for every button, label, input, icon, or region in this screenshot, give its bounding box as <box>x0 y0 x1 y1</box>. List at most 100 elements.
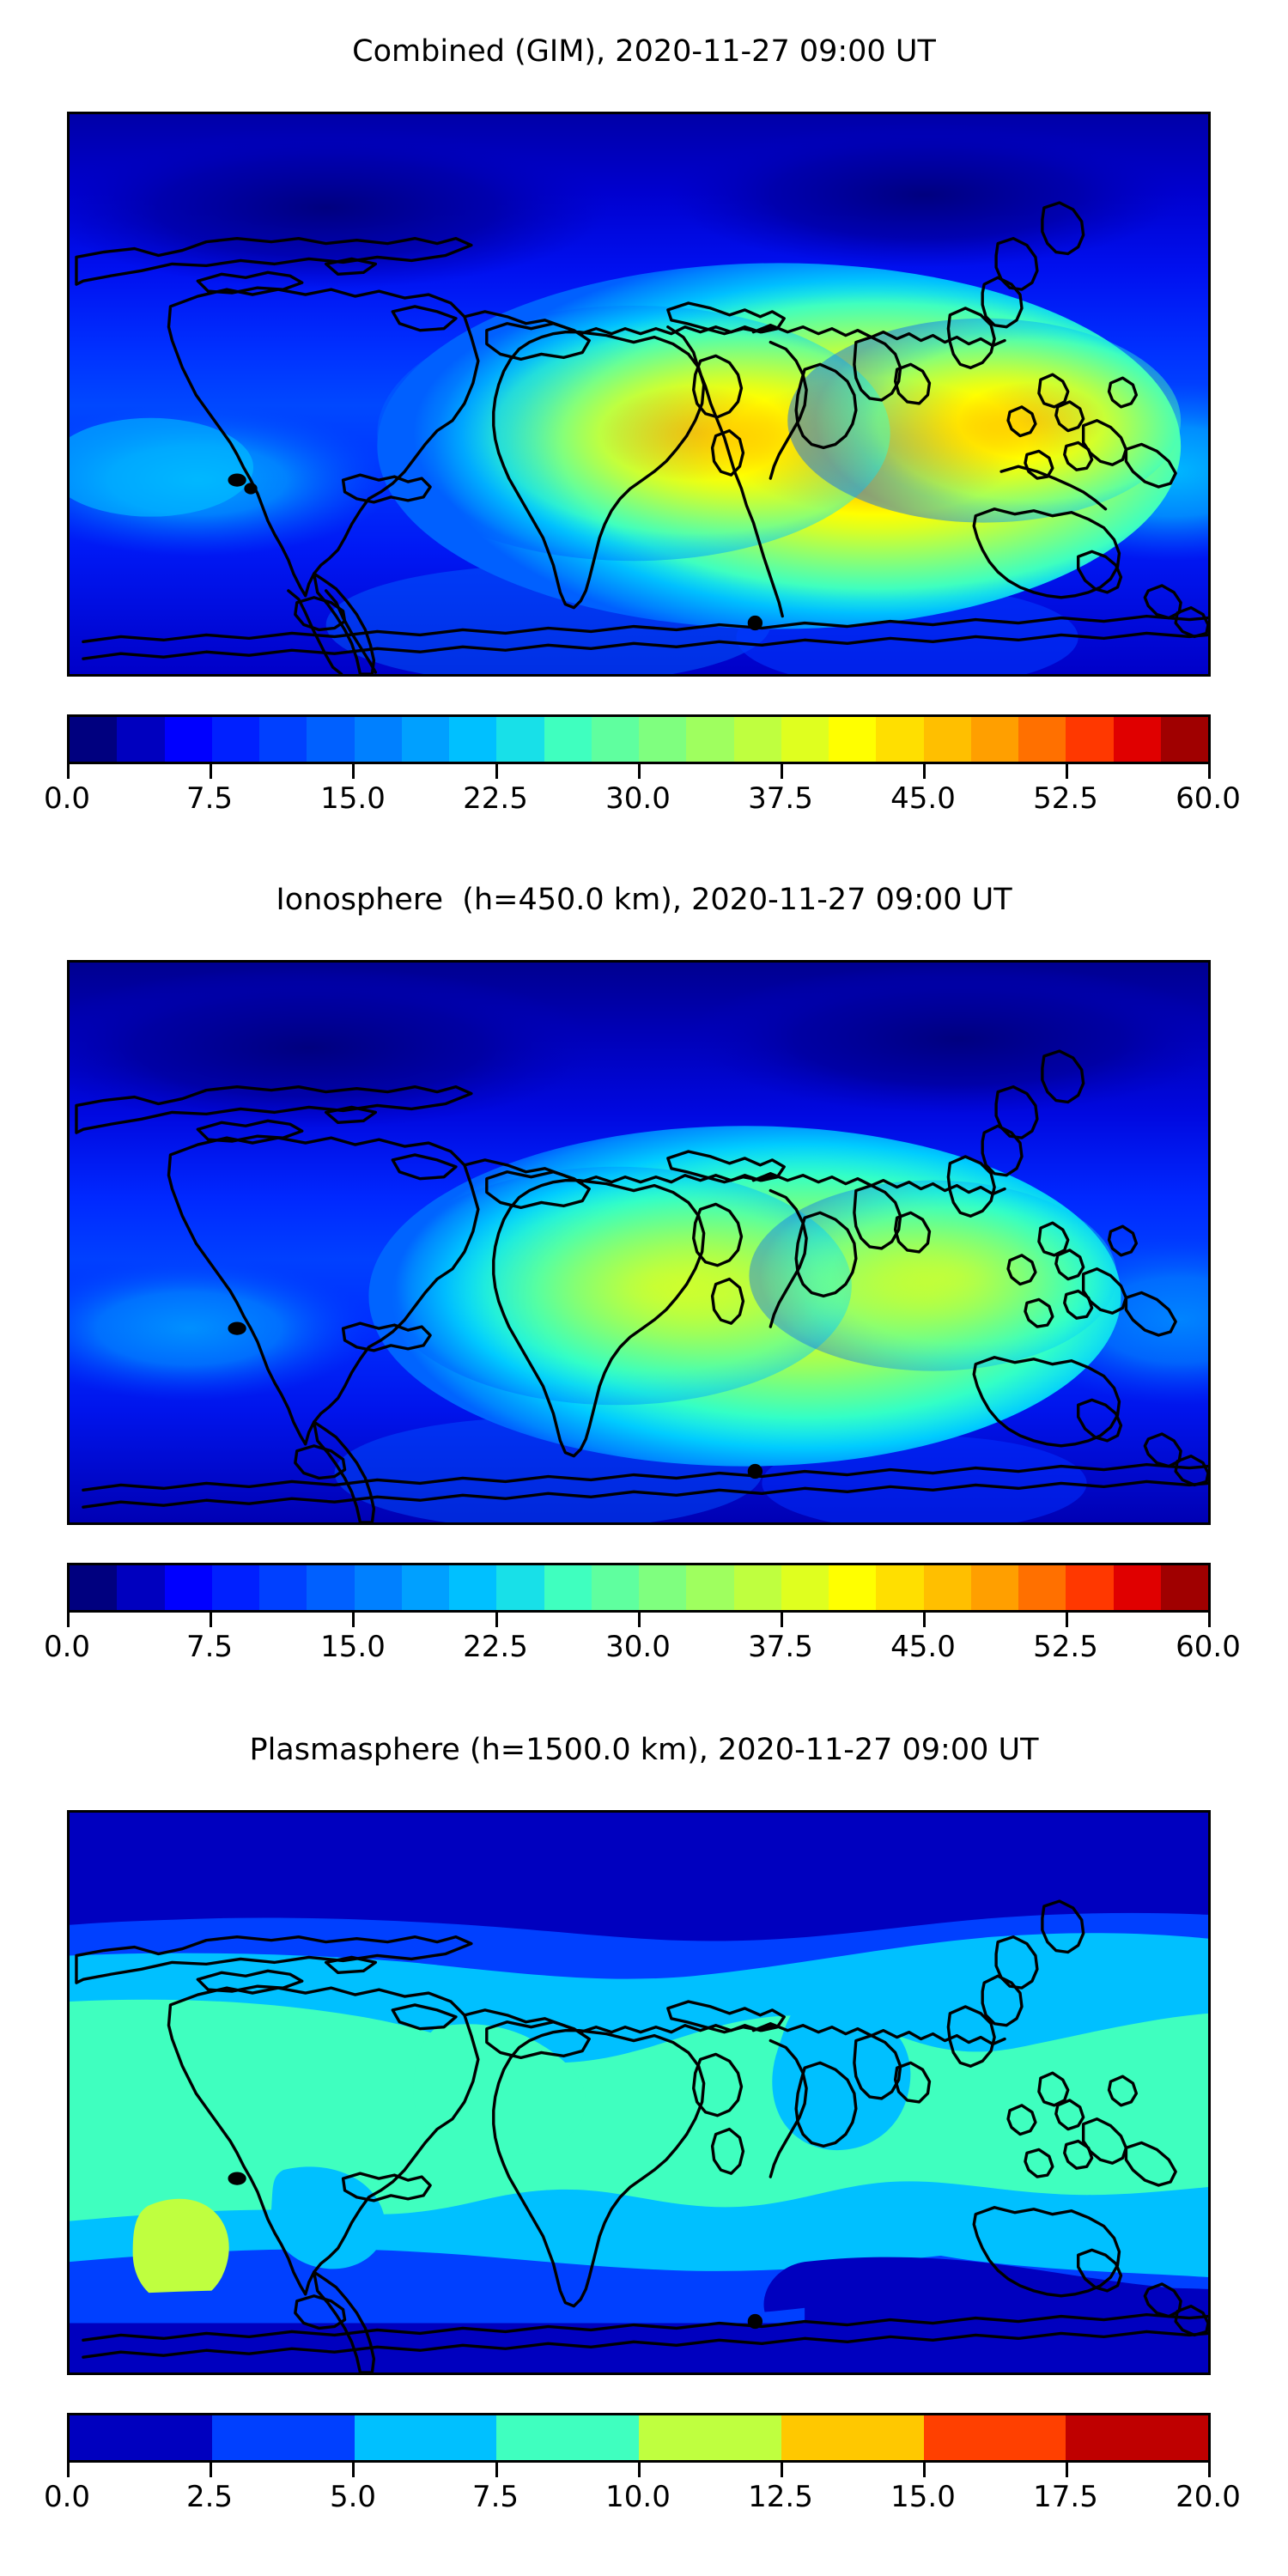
cb-tick-label: 52.5 <box>1033 781 1098 816</box>
colorbar-segment <box>781 717 829 762</box>
cb-tick-label: 17.5 <box>1033 2480 1098 2514</box>
cb-tick-label: 22.5 <box>463 1630 528 1664</box>
colorbar-segment <box>449 717 497 762</box>
colorbar-segment <box>164 1565 212 1610</box>
colorbar-segment <box>639 1565 687 1610</box>
colorbar-segment <box>354 717 402 762</box>
map-svg-ionosphere <box>70 963 1208 1522</box>
map-svg-combined <box>70 114 1208 674</box>
cb-tick-label: 37.5 <box>748 1630 813 1664</box>
panel-title-ionosphere: Ionosphere (h=450.0 km), 2020-11-27 09:0… <box>276 883 1012 917</box>
cb-tick-label: 60.0 <box>1176 1630 1241 1664</box>
colorbar-segment <box>1066 717 1114 762</box>
cb-tick-label: 15.0 <box>320 1630 386 1664</box>
colorbar-ticks-plasmasphere <box>67 2463 1211 2478</box>
colorbar-segment <box>496 1565 544 1610</box>
colorbar-segment <box>1160 1565 1208 1610</box>
panel-title-combined: Combined (GIM), 2020-11-27 09:00 UT <box>352 34 936 69</box>
contour-field-combined <box>70 114 1208 674</box>
colorbar-segment <box>1066 1565 1114 1610</box>
cb-tick-label: 15.0 <box>320 781 386 816</box>
cb-tick-label: 22.5 <box>463 781 528 816</box>
colorbar-segment <box>259 1565 307 1610</box>
colorbar-plasmasphere: 0.0 2.5 5.0 7.5 10.0 12.5 15.0 17.5 20.0 <box>44 2413 1241 2524</box>
colorbar-segment <box>923 717 971 762</box>
colorbar-segment <box>876 717 924 762</box>
cb-tick-label: 2.5 <box>185 2480 234 2514</box>
colorbar-segment <box>70 1565 118 1610</box>
map-svg-plasmasphere <box>70 1813 1208 2372</box>
colorbar-segment <box>307 1565 355 1610</box>
cb-tick-label: 20.0 <box>1176 2480 1241 2514</box>
colorbar-segment <box>970 717 1018 762</box>
colorbar-segment <box>449 1565 497 1610</box>
cb-tick-label: 30.0 <box>605 1630 671 1664</box>
map-plasmasphere <box>67 1810 1211 2375</box>
contour-field-ionosphere <box>70 963 1208 1522</box>
cb-tick-label: 0.0 <box>43 2480 91 2514</box>
map-combined-gim <box>67 112 1211 677</box>
colorbar-segment <box>639 2415 781 2460</box>
colorbar-labels-plasmasphere: 0.0 2.5 5.0 7.5 10.0 12.5 15.0 17.5 20.0 <box>0 2480 1288 2518</box>
cb-tick-label: 7.5 <box>471 2480 519 2514</box>
coastlines-plasmasphere <box>75 1899 1208 2372</box>
colorbar-segment <box>686 717 734 762</box>
colorbar-segment <box>211 1565 259 1610</box>
colorbar-segment <box>70 717 118 762</box>
colorbar-segment <box>354 1565 402 1610</box>
cb-tick-label: 60.0 <box>1176 781 1241 816</box>
cb-tick-label: 45.0 <box>890 1630 956 1664</box>
colorbar-segment <box>591 1565 639 1610</box>
colorbar-gradient-ionosphere <box>67 1563 1211 1613</box>
colorbar-gradient-plasmasphere <box>67 2413 1211 2463</box>
colorbar-segment <box>1018 717 1066 762</box>
colorbar-segment <box>923 2415 1066 2460</box>
colorbar-segment <box>1018 1565 1066 1610</box>
cb-tick-label: 37.5 <box>748 781 813 816</box>
cb-tick-label: 0.0 <box>43 1630 91 1664</box>
colorbar-segment <box>70 2415 212 2460</box>
cb-tick-label: 30.0 <box>605 781 671 816</box>
colorbar-segment <box>733 1565 781 1610</box>
colorbar-segment <box>401 1565 449 1610</box>
colorbar-gradient-combined <box>67 714 1211 764</box>
colorbar-segment <box>781 1565 829 1610</box>
colorbar-segment <box>1113 717 1161 762</box>
cb-tick-label: 45.0 <box>890 781 956 816</box>
colorbar-segment <box>829 1565 877 1610</box>
colorbar-segment <box>1113 1565 1161 1610</box>
colorbar-segment <box>544 1565 592 1610</box>
colorbar-segment <box>354 2415 497 2460</box>
colorbar-combined: 0.0 7.5 15.0 22.5 30.0 37.5 45.0 52.5 60… <box>44 714 1241 826</box>
colorbar-segment <box>496 717 544 762</box>
cb-tick-label: 10.0 <box>605 2480 671 2514</box>
colorbar-segment <box>117 1565 165 1610</box>
colorbar-segment <box>639 717 687 762</box>
colorbar-segment <box>211 2415 355 2460</box>
colorbar-segment <box>781 2415 924 2460</box>
cb-tick-label: 7.5 <box>185 1630 234 1664</box>
colorbar-ionosphere: 0.0 7.5 15.0 22.5 30.0 37.5 45.0 52.5 60… <box>44 1563 1241 1674</box>
panel-title-plasmasphere: Plasmasphere (h=1500.0 km), 2020-11-27 0… <box>249 1733 1039 1767</box>
colorbar-segment <box>401 717 449 762</box>
colorbar-segment <box>544 717 592 762</box>
colorbar-segment <box>876 1565 924 1610</box>
colorbar-segment <box>1066 2415 1208 2460</box>
coastlines-ionosphere <box>75 1049 1208 1522</box>
cb-tick-label: 0.0 <box>43 781 91 816</box>
colorbar-segment <box>923 1565 971 1610</box>
colorbar-segment <box>164 717 212 762</box>
colorbar-segment <box>733 717 781 762</box>
cb-tick-label: 15.0 <box>890 2480 956 2514</box>
colorbar-segment <box>829 717 877 762</box>
colorbar-segment <box>1160 717 1208 762</box>
colorbar-labels-ionosphere: 0.0 7.5 15.0 22.5 30.0 37.5 45.0 52.5 60… <box>0 1630 1288 1668</box>
colorbar-segment <box>117 717 165 762</box>
cb-tick-label: 7.5 <box>185 781 234 816</box>
colorbar-segment <box>686 1565 734 1610</box>
colorbar-ticks-ionosphere <box>67 1613 1211 1628</box>
map-ionosphere <box>67 960 1211 1525</box>
colorbar-segment <box>496 2415 639 2460</box>
colorbar-labels-combined: 0.0 7.5 15.0 22.5 30.0 37.5 45.0 52.5 60… <box>0 781 1288 819</box>
